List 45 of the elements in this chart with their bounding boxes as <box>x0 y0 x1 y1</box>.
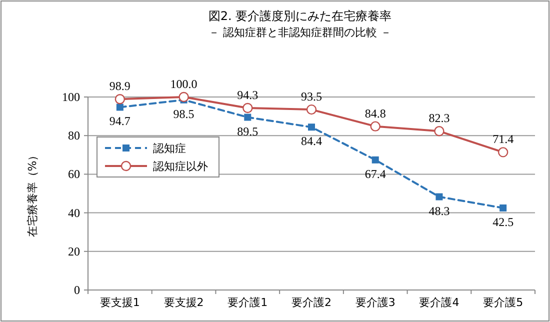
data-label: 71.4 <box>492 132 514 146</box>
y-tick-label: 60 <box>68 167 80 182</box>
legend-label: 認知症以外 <box>153 160 208 173</box>
y-tick-label: 80 <box>68 128 80 143</box>
data-label: 89.5 <box>237 124 258 138</box>
point <box>500 204 507 212</box>
data-label: 82.3 <box>428 111 450 126</box>
x-tick-label: 要介護2 <box>292 296 332 309</box>
data-label: 100.0 <box>170 77 198 91</box>
data-label: 48.3 <box>428 204 450 218</box>
point <box>244 114 252 121</box>
data-label: 98.9 <box>109 79 130 94</box>
y-tick-label: 100 <box>62 90 80 104</box>
x-tick-label: 要支援1 <box>100 296 140 309</box>
x-tick-label: 要介護3 <box>355 296 396 309</box>
point <box>114 94 126 104</box>
chart-subtitle: － 認知症群と非認知症群間の比較 － <box>208 26 392 39</box>
legend-label: 認知症 <box>153 142 186 155</box>
data-label: 42.5 <box>492 214 514 229</box>
y-tick-label: 0 <box>74 283 80 297</box>
x-tick-label: 要支援2 <box>164 296 204 309</box>
x-tick-label: 要介護4 <box>419 296 460 309</box>
data-label: 84.4 <box>301 134 322 148</box>
x-tick-label: 要介護5 <box>483 296 524 309</box>
x-tick-label: 要介護1 <box>228 296 268 309</box>
data-label: 94.7 <box>109 114 130 128</box>
data-label: 93.5 <box>301 90 322 104</box>
point <box>242 102 253 114</box>
chart-title: 図2. 要介護度別にみた在宅療養率 <box>208 9 392 23</box>
point <box>498 147 508 158</box>
data-label: 84.8 <box>364 106 386 120</box>
point <box>116 104 124 111</box>
point <box>370 121 380 132</box>
point <box>308 124 315 131</box>
y-axis-title: 在宅療養率（%） <box>26 150 39 238</box>
point <box>434 126 444 136</box>
data-label: 67.4 <box>364 166 386 181</box>
data-label: 98.5 <box>173 106 194 121</box>
point <box>306 104 317 115</box>
point <box>178 92 189 102</box>
point <box>372 156 379 164</box>
point <box>436 193 443 200</box>
data-label: 94.3 <box>237 88 258 102</box>
y-tick-label: 40 <box>68 206 80 220</box>
y-tick-label: 20 <box>68 244 80 258</box>
